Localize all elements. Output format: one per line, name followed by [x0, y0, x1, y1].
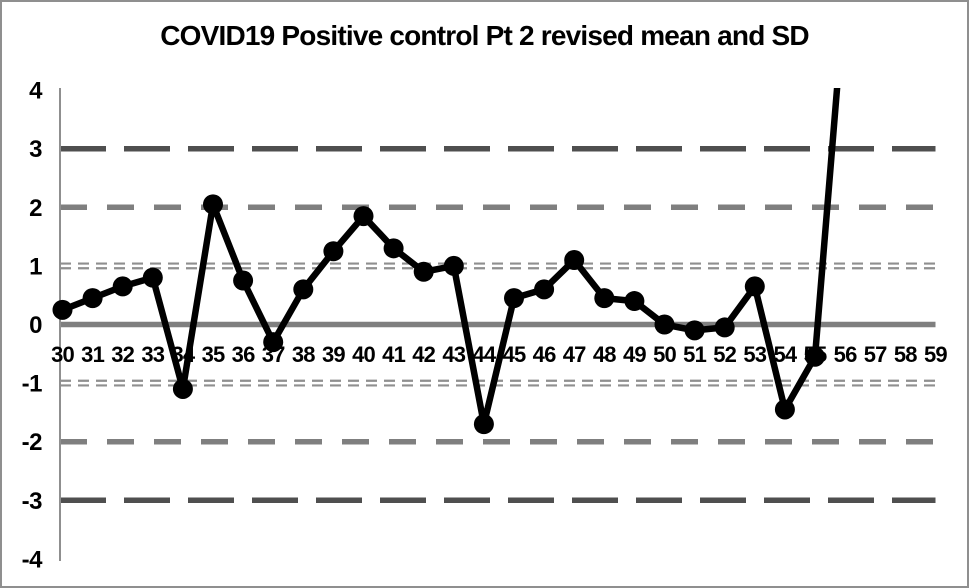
- x-tick-35: 35: [202, 342, 225, 367]
- data-point-45: [504, 288, 524, 309]
- data-point-53: [744, 276, 765, 297]
- x-tick-53: 53: [743, 342, 766, 367]
- data-point-48: [594, 288, 615, 309]
- y-tick-4: 4: [29, 78, 43, 105]
- y-tick--3: -3: [22, 488, 42, 515]
- data-point-52: [714, 317, 735, 338]
- x-tick-54: 54: [773, 342, 797, 367]
- data-point-31: [82, 288, 103, 309]
- x-tick-57: 57: [864, 342, 887, 367]
- data-point-35: [203, 194, 223, 215]
- y-tick--4: -4: [22, 546, 43, 573]
- data-point-44: [473, 414, 494, 435]
- y-tick-2: 2: [29, 195, 42, 222]
- x-tick-46: 46: [533, 342, 556, 367]
- x-tick-40: 40: [352, 342, 375, 367]
- data-point-36: [233, 270, 254, 291]
- data-point-38: [293, 279, 314, 300]
- x-tick-44: 44: [472, 342, 496, 367]
- data-point-41: [383, 238, 404, 259]
- x-tick-45: 45: [503, 342, 526, 367]
- data-point-34: [172, 378, 193, 399]
- data-point-40: [353, 206, 374, 227]
- data-point-50: [654, 314, 675, 335]
- data-point-55: [805, 346, 825, 367]
- y-tick--2: -2: [22, 429, 42, 456]
- x-tick-42: 42: [412, 342, 435, 367]
- y-tick-1: 1: [29, 253, 42, 280]
- x-tick-56: 56: [834, 342, 857, 367]
- y-tick-0: 0: [29, 312, 42, 339]
- x-tick-39: 39: [322, 342, 345, 367]
- data-point-39: [323, 241, 344, 262]
- x-tick-30: 30: [51, 342, 74, 367]
- x-tick-32: 32: [111, 342, 134, 367]
- x-tick-43: 43: [442, 342, 465, 367]
- x-tick-48: 48: [593, 342, 616, 367]
- x-tick-52: 52: [713, 342, 736, 367]
- x-tick-58: 58: [894, 342, 917, 367]
- chart-title: COVID19 Positive control Pt 2 revised me…: [160, 20, 809, 51]
- x-tick-33: 33: [141, 342, 164, 367]
- data-point-51: [684, 320, 705, 341]
- data-point-33: [142, 267, 163, 288]
- data-point-49: [624, 291, 645, 312]
- x-tick-47: 47: [563, 342, 586, 367]
- x-tick-41: 41: [382, 342, 405, 367]
- data-point-32: [112, 276, 133, 297]
- x-tick-49: 49: [623, 342, 646, 367]
- x-tick-51: 51: [683, 342, 706, 367]
- x-tick-38: 38: [292, 342, 315, 367]
- data-point-30: [52, 299, 73, 320]
- y-tick--1: -1: [22, 371, 42, 398]
- x-tick-36: 36: [232, 342, 255, 367]
- data-point-43: [443, 255, 464, 276]
- data-series: [52, 88, 841, 435]
- data-point-54: [774, 399, 795, 420]
- data-point-42: [413, 261, 434, 282]
- x-tick-50: 50: [653, 342, 676, 367]
- data-point-37: [263, 332, 284, 353]
- x-tick-31: 31: [81, 342, 104, 367]
- y-tick-3: 3: [29, 136, 42, 163]
- data-point-46: [534, 279, 555, 300]
- data-point-47: [564, 250, 585, 271]
- x-tick-59: 59: [924, 342, 947, 367]
